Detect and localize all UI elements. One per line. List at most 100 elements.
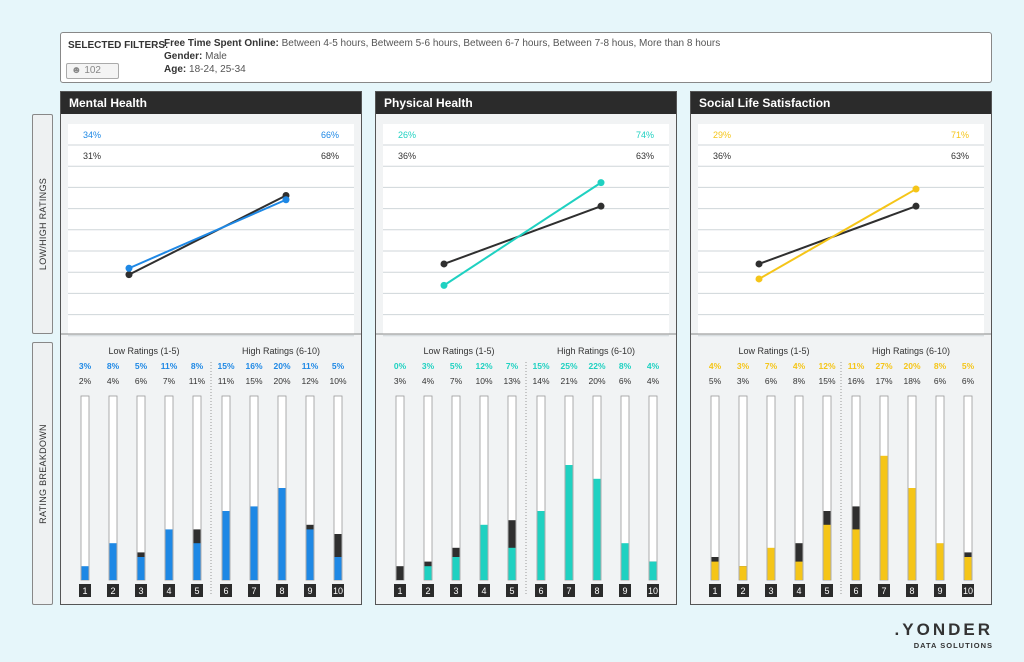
category-label: 2 [740,586,745,596]
category-box [163,584,175,597]
overall-pct-label: 3% [394,376,407,386]
selected-bar [424,566,432,580]
selected-pct-label: 20% [273,361,290,371]
category-label: 8 [909,586,914,596]
overall-pct-label: 12% [301,376,318,386]
high-ratings-label: High Ratings (6-10) [557,346,635,356]
overall-pct-label: 13% [503,376,520,386]
selected-pct-label: 3% [422,361,435,371]
category-label: 1 [397,586,402,596]
category-box [506,584,518,597]
selected-pct-label: 8% [619,361,632,371]
selected-point [912,185,920,193]
panel-social-life: Social Life Satisfaction 29% 71% 36% 63% Low… [690,91,992,605]
overall-pct-label: 2% [79,376,92,386]
low-ratings-label: Low Ratings (1-5) [108,346,179,356]
category-label: 6 [538,586,543,596]
category-box [765,584,777,597]
category-label: 2 [110,586,115,596]
respondent-count-value: 102 [84,65,101,76]
side-label-low-high: LOW/HIGH RATINGS [32,114,53,334]
category-box [220,584,232,597]
selected-pct-label: 8% [107,361,120,371]
overall-low-label: 36% [398,151,416,161]
line-chart-area [698,124,984,334]
bar-track [395,395,405,581]
category-box [79,584,91,597]
category-label: 10 [648,586,658,596]
selected-pct-label: 20% [903,361,920,371]
selected-line [128,198,287,270]
category-box [821,584,833,597]
selected-pct-label: 11% [302,361,319,371]
overall-bar [795,543,803,580]
overall-bar [396,566,404,580]
overall-high-label: 68% [321,151,339,161]
overall-pct-label: 10% [475,376,492,386]
selected-bar [795,561,803,580]
selected-bar [334,557,342,580]
panel-title: Social Life Satisfaction [691,92,991,114]
selected-point [755,275,763,283]
selected-pct-label: 7% [765,361,778,371]
selected-bar [593,478,601,580]
overall-low-label: 36% [713,151,731,161]
category-label: 3 [453,586,458,596]
overall-pct-label: 20% [588,376,605,386]
overall-pct-label: 5% [709,376,722,386]
filter-gender: Gender: Male [164,51,227,62]
overall-low-label: 31% [83,151,101,161]
category-label: 5 [509,586,514,596]
selected-low-label: 26% [398,130,416,140]
respondent-count: ☻ 102 [66,63,119,79]
panel-title: Physical Health [376,92,676,114]
selected-pct-label: 4% [647,361,660,371]
selected-pct-label: 4% [793,361,806,371]
panel-chart: 29% 71%36% 63%Low Ratings (1-5) High Rating… [691,124,991,597]
category-box [878,584,890,597]
category-box [535,584,547,597]
user-icon: ☻ [71,65,82,76]
category-label: 9 [937,586,942,596]
overall-pct-label: 16% [847,376,864,386]
category-label: 4 [481,586,486,596]
overall-pct-label: 6% [765,376,778,386]
selected-bar [767,547,775,580]
overall-point [597,202,605,210]
selected-pct-label: 0% [394,361,407,371]
selected-bar [936,543,944,580]
selected-bar [222,511,230,580]
category-label: 3 [768,586,773,596]
category-label: 10 [333,586,343,596]
overall-pct-label: 10% [329,376,346,386]
selected-bar [137,557,145,580]
category-box [304,584,316,597]
overall-pct-label: 21% [560,376,577,386]
selected-low-label: 29% [713,130,731,140]
selected-pct-label: 3% [737,361,750,371]
selected-point [597,179,605,187]
overall-point [125,271,133,279]
category-box [619,584,631,597]
overall-pct-label: 6% [934,376,947,386]
category-box [850,584,862,597]
selected-point [440,281,448,289]
overall-pct-label: 4% [107,376,120,386]
selected-pct-label: 11% [848,361,865,371]
overall-high-label: 63% [636,151,654,161]
bar-track [648,395,658,581]
overall-point [440,260,448,268]
selected-bar [739,566,747,580]
category-label: 5 [194,586,199,596]
selected-high-label: 66% [321,130,339,140]
overall-pct-label: 7% [450,376,463,386]
low-ratings-label: Low Ratings (1-5) [738,346,809,356]
bar-track [738,395,748,581]
overall-pct-label: 20% [273,376,290,386]
category-label: 4 [796,586,801,596]
selected-bar [537,511,545,580]
category-label: 9 [307,586,312,596]
selected-pct-label: 11% [161,361,178,371]
overall-pct-label: 15% [818,376,835,386]
overall-pct-label: 6% [962,376,975,386]
